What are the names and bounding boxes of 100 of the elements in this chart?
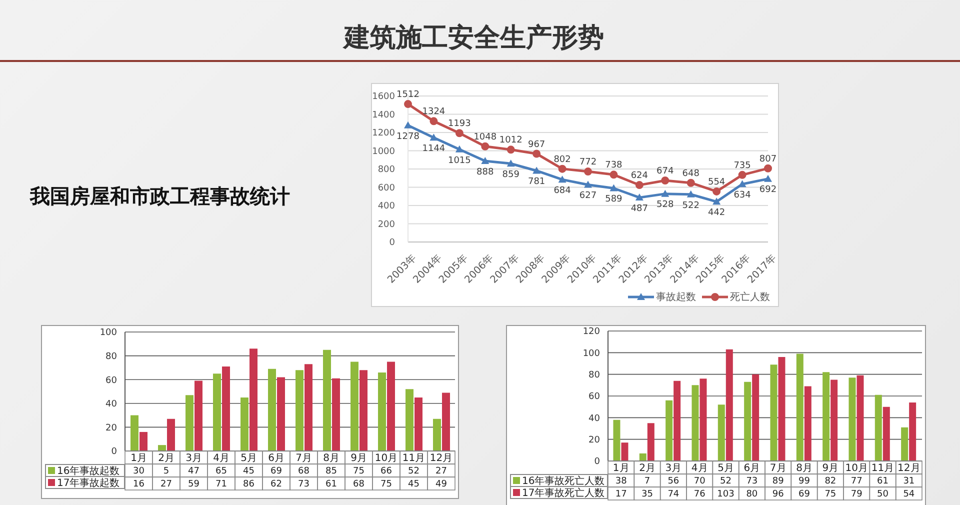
data-label: 35 — [642, 490, 653, 500]
x-tick-label: 4月 — [213, 453, 230, 464]
bar — [621, 442, 628, 461]
x-tick-label: 3月 — [186, 453, 202, 464]
data-label: 82 — [824, 476, 836, 487]
y-tick-label: 120 — [582, 327, 600, 338]
point — [558, 176, 566, 183]
bar — [130, 415, 138, 451]
data-label: 27 — [436, 466, 447, 477]
point — [610, 170, 618, 179]
bar — [158, 445, 166, 451]
data-label: 66 — [380, 466, 392, 477]
data-label: 648 — [682, 168, 700, 179]
data-label: 772 — [579, 158, 597, 168]
point — [455, 145, 464, 152]
x-tick-label: 7月 — [770, 463, 786, 474]
data-label: 684 — [554, 186, 572, 196]
bar — [240, 397, 248, 451]
bar — [901, 427, 908, 461]
point — [506, 160, 515, 167]
data-label: 45 — [243, 466, 254, 477]
point — [686, 190, 695, 198]
data-label: 487 — [630, 204, 648, 214]
y-tick-label: 60 — [588, 392, 600, 402]
data-label: 38 — [615, 476, 628, 487]
x-tick-label: 12月 — [898, 463, 920, 474]
x-tick-label: 4月 — [691, 463, 708, 474]
y-tick-label: 400 — [378, 202, 396, 212]
data-label: 589 — [605, 194, 623, 205]
bar — [442, 392, 450, 451]
y-tick-label: 0 — [594, 457, 600, 468]
point — [610, 184, 618, 192]
data-label: 79 — [850, 490, 863, 500]
bar — [856, 375, 864, 461]
legend-label: 16年事故起数 — [57, 464, 120, 478]
bar — [360, 370, 368, 451]
data-label: 45 — [408, 480, 420, 490]
data-label: 859 — [502, 170, 520, 180]
data-label: 1015 — [448, 156, 471, 166]
data-label: 52 — [408, 466, 420, 477]
x-tick-label: 8月 — [796, 463, 812, 474]
data-label: 62 — [270, 480, 282, 490]
x-tick-label: 2月 — [639, 463, 656, 474]
point — [455, 129, 464, 138]
y-tick-label: 80 — [106, 352, 118, 362]
x-tick-label: 8月 — [323, 453, 340, 464]
data-label: 1324 — [422, 107, 446, 118]
point — [635, 194, 644, 201]
point — [506, 146, 515, 154]
legend-label: 17年事故起数 — [57, 476, 120, 490]
data-label: 888 — [476, 167, 494, 178]
data-label: 68 — [353, 480, 365, 490]
legend-label: 事故起数 — [656, 290, 696, 304]
bar — [700, 378, 707, 461]
x-tick-label: 10月 — [845, 463, 868, 474]
legend-label: 16年事故死亡人数 — [522, 474, 605, 488]
bar — [770, 364, 778, 461]
data-label: 61 — [326, 480, 337, 490]
data-label: 85 — [326, 466, 337, 477]
data-label: 71 — [216, 480, 227, 490]
data-label: 554 — [708, 177, 726, 188]
data-label: 1144 — [422, 144, 446, 154]
data-label: 54 — [903, 490, 915, 500]
data-label: 1193 — [448, 119, 471, 130]
point — [532, 166, 541, 174]
table-cell: 16年事故起数 — [45, 464, 125, 477]
x-tick-label: 11月 — [402, 453, 426, 464]
y-tick-label: 20 — [106, 423, 118, 434]
bar — [433, 418, 441, 451]
bar — [692, 385, 699, 461]
y-tick-label: 1600 — [372, 92, 396, 102]
bar — [186, 395, 194, 451]
data-label: 627 — [579, 191, 597, 202]
bar — [822, 372, 830, 461]
data-label: 73 — [746, 476, 758, 487]
data-label: 674 — [656, 166, 674, 176]
x-tick-label: 5月 — [718, 463, 734, 474]
data-label: 47 — [188, 466, 200, 477]
point — [430, 117, 438, 126]
data-label: 522 — [682, 200, 700, 211]
x-tick-label: 12月 — [430, 453, 453, 464]
point — [532, 150, 541, 158]
x-tick-label: 2月 — [158, 453, 174, 464]
x-tick-label: 3月 — [665, 463, 682, 474]
point — [712, 198, 721, 205]
data-label: 96 — [772, 490, 784, 500]
bar — [848, 378, 856, 461]
point — [738, 170, 746, 179]
data-label: 735 — [734, 160, 751, 171]
data-label: 16 — [133, 480, 145, 490]
x-tick-label: 1月 — [612, 463, 630, 474]
bar — [804, 386, 812, 461]
data-label: 52 — [720, 476, 732, 487]
data-label: 528 — [656, 200, 674, 210]
bar — [350, 362, 358, 451]
bar — [778, 357, 786, 461]
bar — [639, 453, 646, 461]
data-label: 49 — [436, 480, 448, 490]
y-tick-label: 60 — [106, 376, 118, 386]
point — [481, 142, 490, 150]
